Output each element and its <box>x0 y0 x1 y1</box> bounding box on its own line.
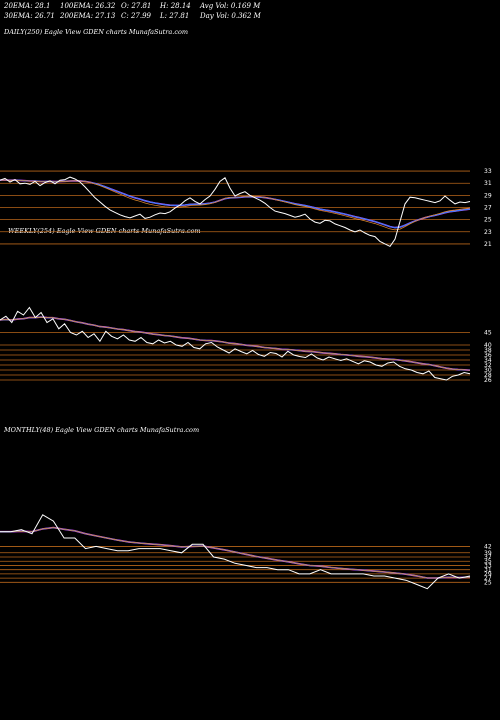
low-stat: L: 27.81 <box>160 12 190 20</box>
avg-vol-stat: Avg Vol: 0.169 M <box>200 2 261 10</box>
weekly-tick-label: 38 <box>484 347 492 354</box>
daily-ema-line <box>0 179 471 229</box>
daily-tick-label: 29 <box>484 192 492 199</box>
monthly-tick-label: 27 <box>484 575 492 582</box>
weekly-tick-label: 36 <box>484 352 492 359</box>
daily-ema-line <box>0 179 471 229</box>
daily-ema-line <box>0 179 471 229</box>
daily-price-line <box>0 176 471 248</box>
weekly-tick-label: 45 <box>484 330 492 337</box>
daily-tick-label: 31 <box>484 180 492 187</box>
monthly-tick-label: 37 <box>484 554 492 561</box>
monthly-tick-label: 25 <box>484 579 492 586</box>
monthly-tick-label: 42 <box>484 543 492 550</box>
monthly-tick-label: 31 <box>484 567 492 574</box>
high-stat: H: 28.14 <box>160 2 191 10</box>
weekly-tick-label: 26 <box>484 377 492 384</box>
monthly-panel-title: MONTHLY(48) Eagle View GDEN charts Munaf… <box>4 426 200 434</box>
daily-tick-label: 33 <box>484 168 492 175</box>
monthly-price-line <box>0 514 471 590</box>
daily-ema-line <box>0 179 471 229</box>
ema20-stat: 20EMA: 28.1 <box>4 2 51 10</box>
day-vol-stat: Day Vol: 0.362 M <box>200 12 261 20</box>
open-stat: O: 27.81 <box>121 2 152 10</box>
weekly-price-line <box>0 306 471 381</box>
weekly-tick-label: 32 <box>484 362 492 369</box>
weekly-ema-line <box>0 316 471 371</box>
weekly-tick-label: 30 <box>484 367 492 374</box>
monthly-tick-label: 35 <box>484 558 492 565</box>
ema200-stat: 200EMA: 27.13 <box>60 12 116 20</box>
monthly-ema-line <box>0 527 471 579</box>
monthly-tick-label: 39 <box>484 550 492 557</box>
monthly-tick-label: 33 <box>484 562 492 569</box>
daily-tick-label: 23 <box>484 229 492 236</box>
weekly-tick-label: 28 <box>484 372 492 379</box>
ema100-stat: 100EMA: 26.32 <box>60 2 116 10</box>
daily-panel-title: DAILY(250) Eagle View GDEN charts Munafa… <box>4 28 189 36</box>
daily-tick-label: 25 <box>484 217 492 224</box>
close-stat: C: 27.99 <box>121 12 151 20</box>
ema30-stat: 30EMA: 26.71 <box>4 12 55 20</box>
daily-tick-label: 27 <box>484 205 492 212</box>
weekly-tick-label: 40 <box>484 342 492 349</box>
weekly-panel-title: WEEKLY(254) Eagle View GDEN charts Munaf… <box>8 227 201 235</box>
monthly-tick-label: 29 <box>484 571 492 578</box>
daily-tick-label: 21 <box>484 241 492 248</box>
weekly-tick-label: 34 <box>484 357 492 364</box>
